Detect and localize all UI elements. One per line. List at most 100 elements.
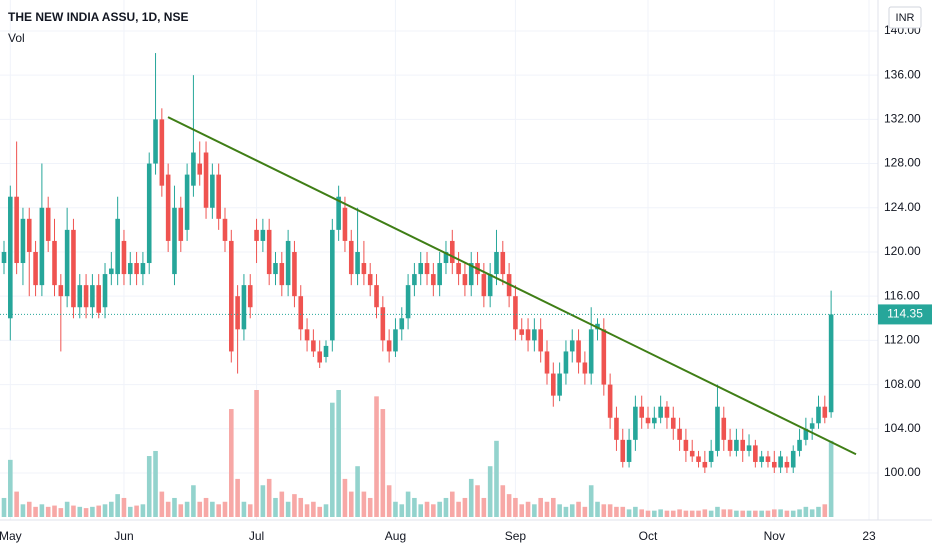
volume-bar bbox=[178, 504, 184, 517]
volume-bar bbox=[683, 510, 689, 517]
volume-bar bbox=[576, 501, 581, 517]
candle-body bbox=[52, 240, 57, 286]
candle-body bbox=[134, 263, 139, 275]
volume-bar bbox=[506, 494, 512, 517]
volume-bar bbox=[361, 491, 367, 517]
candle-body bbox=[790, 450, 796, 468]
candle-body bbox=[367, 274, 373, 286]
candle-body bbox=[228, 240, 234, 352]
y-tick-label: 108.00 bbox=[884, 377, 921, 391]
volume-bar bbox=[525, 501, 531, 517]
volume-bar bbox=[771, 509, 777, 517]
volume-bar bbox=[468, 478, 474, 517]
candle-body bbox=[721, 417, 727, 440]
candle-body bbox=[83, 285, 89, 308]
candle-body bbox=[803, 428, 809, 440]
volume-bar bbox=[513, 497, 518, 517]
volume-bar bbox=[374, 396, 379, 517]
volume-bar bbox=[203, 497, 209, 517]
candle-body bbox=[431, 274, 436, 286]
volume-bar bbox=[64, 501, 70, 517]
volume-bar bbox=[652, 510, 657, 517]
last-price-label: 114.35 bbox=[887, 307, 923, 321]
volume-bar bbox=[146, 456, 152, 517]
volume-bar bbox=[456, 501, 461, 517]
candle-body bbox=[544, 351, 550, 374]
currency-box[interactable] bbox=[888, 6, 922, 29]
volume-bar bbox=[658, 509, 663, 517]
chart-title: THE NEW INDIA ASSU, 1D, NSE bbox=[8, 10, 188, 24]
volume-bar bbox=[77, 506, 83, 517]
volume-bar bbox=[746, 510, 752, 517]
volume-bar bbox=[538, 497, 543, 517]
candle-body bbox=[614, 417, 619, 440]
volume-bar bbox=[159, 491, 165, 517]
candle-body bbox=[153, 119, 158, 164]
volume-bar bbox=[784, 510, 790, 517]
volume-bar bbox=[26, 501, 32, 517]
volume-bar bbox=[481, 497, 487, 517]
volume-bar bbox=[595, 501, 600, 517]
candle-body bbox=[759, 456, 764, 462]
candle-body bbox=[481, 274, 487, 297]
candle-body bbox=[247, 285, 253, 308]
volume-bar bbox=[696, 510, 701, 517]
candle-body bbox=[569, 340, 575, 352]
volume-bar bbox=[348, 491, 354, 517]
volume-bar bbox=[778, 509, 783, 517]
candle-body bbox=[26, 218, 32, 252]
candle-body bbox=[828, 314, 834, 413]
candle-body bbox=[670, 417, 676, 429]
candle-body bbox=[336, 196, 341, 230]
volume-bar bbox=[96, 505, 102, 517]
candle-body bbox=[816, 406, 821, 424]
y-tick-label: 128.00 bbox=[884, 156, 921, 170]
volume-bar bbox=[134, 505, 139, 517]
candle-body bbox=[677, 428, 682, 440]
grid bbox=[0, 0, 878, 520]
candle-body bbox=[45, 207, 51, 241]
x-tick-label: 23 bbox=[862, 529, 876, 543]
volume-bar bbox=[393, 501, 398, 517]
volume-bar bbox=[588, 485, 594, 517]
candle-body bbox=[715, 406, 720, 451]
x-tick-label: Oct bbox=[639, 529, 658, 543]
candle-body bbox=[797, 439, 802, 451]
candle-body bbox=[513, 296, 518, 330]
candle-body bbox=[658, 406, 663, 418]
candle-body bbox=[822, 406, 828, 418]
volume-bar bbox=[172, 497, 177, 517]
volume-bar bbox=[412, 497, 417, 517]
candle-body bbox=[58, 285, 64, 297]
volume-bar bbox=[721, 509, 727, 517]
x-tick-label: Sep bbox=[505, 529, 527, 543]
candle-body bbox=[437, 263, 442, 286]
volume-bar bbox=[759, 510, 764, 517]
candle-body bbox=[696, 456, 701, 462]
candle-body bbox=[222, 218, 228, 241]
candle-body bbox=[456, 263, 461, 275]
candle-body bbox=[71, 229, 76, 308]
candle-body bbox=[557, 373, 562, 396]
candle-body bbox=[146, 163, 152, 264]
currency-label[interactable]: INR bbox=[896, 12, 915, 24]
candle-body bbox=[374, 285, 379, 308]
volume-bar bbox=[14, 491, 19, 517]
candle-body bbox=[468, 263, 474, 286]
volume-bar bbox=[109, 501, 114, 517]
candle-body bbox=[652, 417, 657, 424]
candle-body bbox=[740, 439, 746, 451]
volume-bar bbox=[532, 504, 537, 517]
volume-bar bbox=[664, 510, 670, 517]
x-tick-label: Aug bbox=[385, 529, 406, 543]
volume-bar bbox=[544, 501, 550, 517]
volume-bar bbox=[45, 506, 51, 517]
candle-body bbox=[115, 218, 120, 275]
volume-bar bbox=[677, 509, 682, 517]
candle-body bbox=[311, 340, 316, 352]
volume-bar bbox=[266, 478, 272, 517]
candle-body bbox=[39, 207, 45, 286]
volume-bar bbox=[563, 506, 569, 517]
volume-bar bbox=[727, 509, 733, 517]
